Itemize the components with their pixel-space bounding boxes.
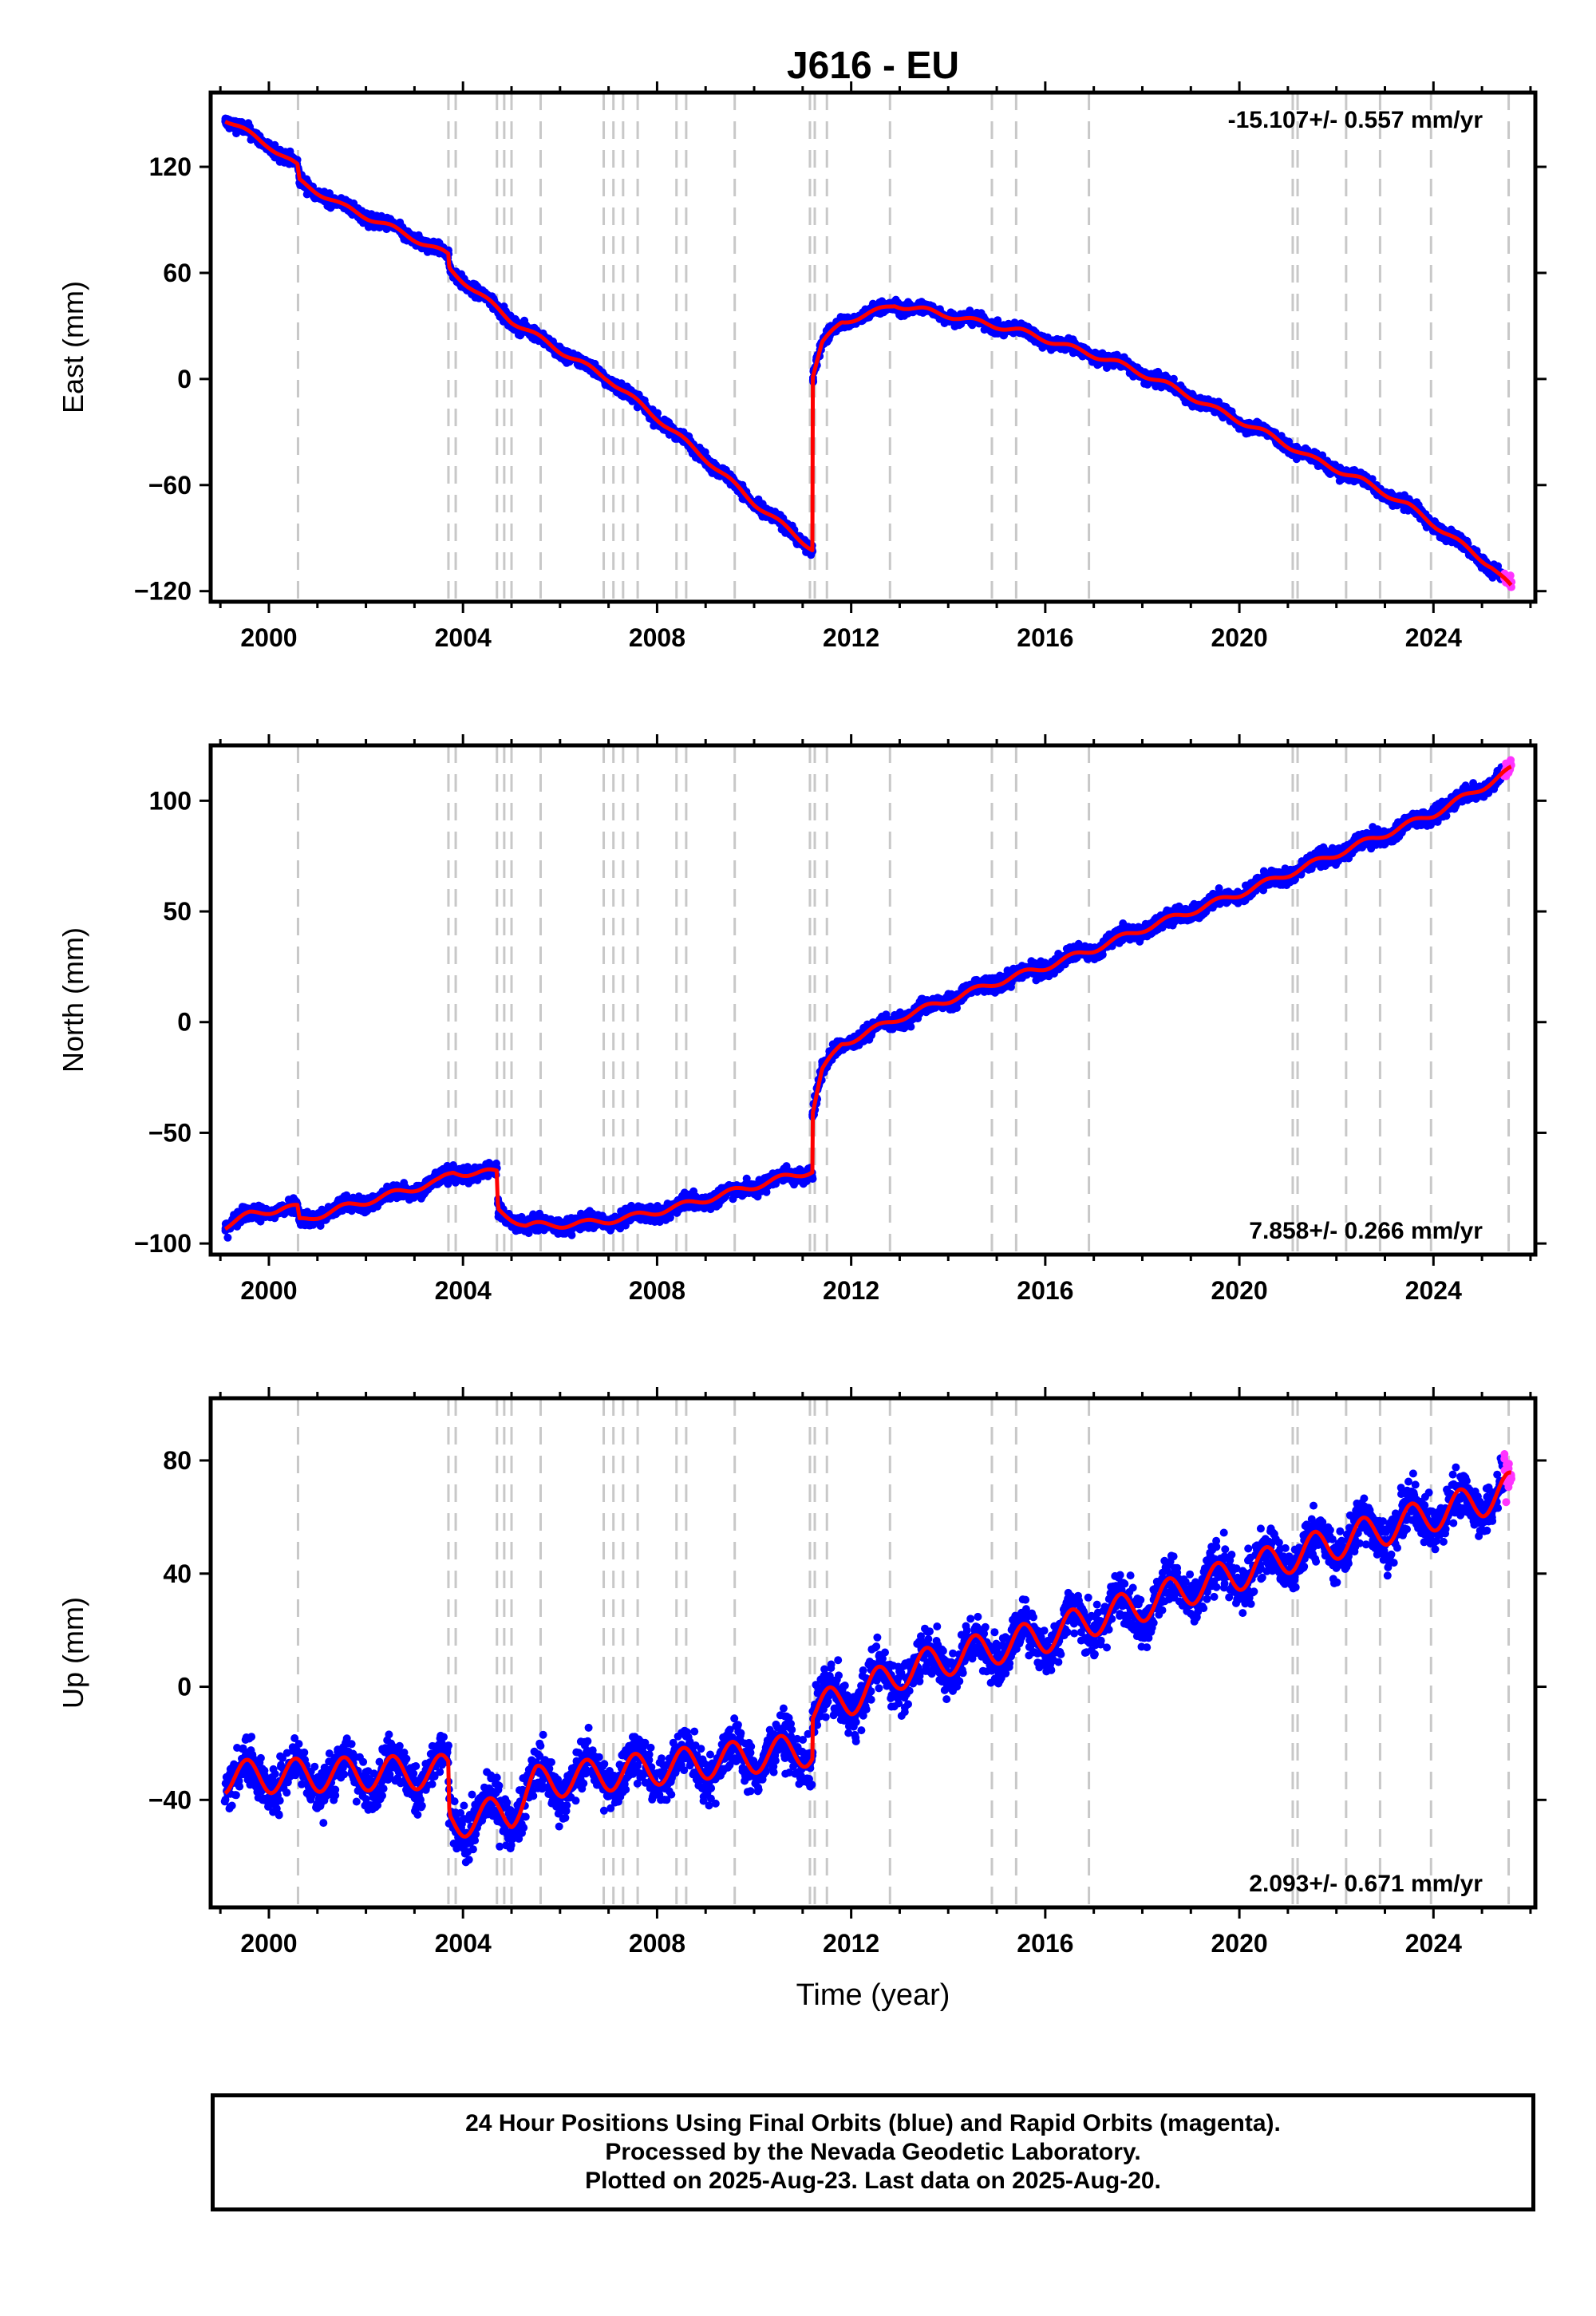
y-tick-label: −120 <box>134 577 192 606</box>
panel-frame <box>208 90 1538 604</box>
x-tick-label: 2016 <box>1017 623 1073 652</box>
y-axis-label: East (mm) <box>57 281 89 413</box>
chart-title: J616 - EU <box>787 45 959 87</box>
final-orbit-point <box>270 141 279 150</box>
x-tick-label: 2000 <box>240 623 297 652</box>
final-orbit-points <box>221 114 1516 591</box>
final-orbit-point <box>966 306 974 315</box>
x-tick-label: 2024 <box>1405 623 1462 652</box>
final-orbit-point <box>654 409 662 417</box>
final-orbit-point <box>223 1233 232 1242</box>
y-tick-label: 60 <box>163 259 192 287</box>
final-orbit-point <box>1169 374 1178 383</box>
final-orbit-point <box>342 1191 351 1199</box>
x-tick-label: 2008 <box>629 623 685 652</box>
final-orbit-point <box>994 316 1002 325</box>
model-fit-line <box>224 120 1513 587</box>
y-tick-label: −60 <box>148 471 192 500</box>
y-tick-label: 0 <box>177 365 192 393</box>
final-orbit-points <box>221 756 1515 1242</box>
panel-east: −120 −60 0 60 120 2000 2004 2008 2012 2016 2020 202… <box>57 81 1547 652</box>
y-tick-label: 120 <box>149 152 192 181</box>
rate-annotation: -15.107+/- 0.557 mm/yr <box>1228 107 1483 133</box>
panel-plot-area <box>221 93 1516 602</box>
rapid-orbit-point <box>1506 571 1515 580</box>
final-orbit-point <box>567 1231 576 1239</box>
panel-plot-area <box>221 745 1515 1255</box>
x-tick-label: 2020 <box>1211 623 1267 652</box>
x-tick-label: 2004 <box>435 623 492 652</box>
x-tick-label: 2012 <box>823 623 879 652</box>
